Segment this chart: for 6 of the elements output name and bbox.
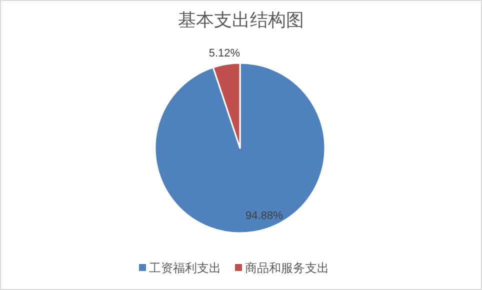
chart-title: 基本支出结构图: [178, 10, 304, 30]
legend-label: 工资福利支出: [149, 261, 221, 275]
data-label: 5.12%: [208, 47, 240, 60]
data-label: 94.88%: [246, 210, 284, 222]
pie-slice: [154, 62, 326, 234]
legend-label: 商品和服务支出: [245, 261, 329, 275]
